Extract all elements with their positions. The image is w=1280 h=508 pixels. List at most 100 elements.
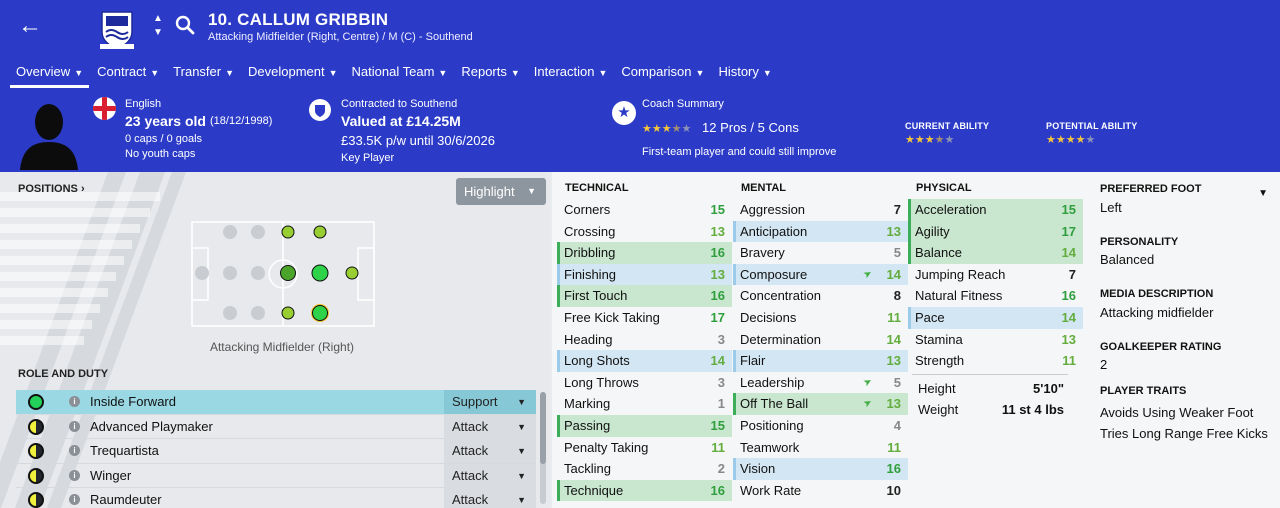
attribute-row-long-shots[interactable]: Long Shots 14 (557, 350, 732, 372)
attribute-row-anticipation[interactable]: Anticipation 13 (733, 220, 908, 243)
coach-description: First-team player and could still improv… (642, 146, 837, 158)
attribute-row-passing[interactable]: Passing 15 (557, 414, 732, 437)
player-header: ← ▲ ▼ 10. CALLUM GRIBBIN Attacking Midfi… (0, 0, 1280, 172)
goalkeeper-rating-label: GOALKEEPER RATING (1100, 341, 1222, 353)
technical-attributes: TECHNICAL Corners 15 Crossing 13 Dribbling 16… (557, 172, 732, 502)
attribute-row-jumping-reach[interactable]: Jumping Reach 7 (908, 264, 1083, 286)
attribute-row-stamina[interactable]: Stamina 13 (908, 329, 1083, 351)
role-row-advanced-playmaker[interactable]: i Advanced Playmaker Attack ▼ (16, 414, 536, 439)
attribute-value: 15 (710, 202, 725, 217)
attribute-row-crossing[interactable]: Crossing 13 (557, 221, 732, 243)
player-wage: £33.5K p/w until 30/6/2026 (341, 133, 495, 148)
duty-dropdown[interactable]: Attack ▼ (444, 439, 536, 463)
duty-dropdown[interactable]: Attack ▼ (444, 488, 536, 508)
attribute-row-penalty-taking[interactable]: Penalty Taking 11 (557, 437, 732, 459)
chevron-down-icon: ▼ (517, 495, 526, 505)
attribute-row-marking[interactable]: Marking 1 (557, 393, 732, 415)
tab-history[interactable]: History ▼ (718, 64, 772, 79)
role-row-trequartista[interactable]: i Trequartista Attack ▼ (16, 439, 536, 464)
player-nav-arrows[interactable]: ▲ ▼ (152, 12, 164, 42)
tab-reports[interactable]: Reports ▼ (461, 64, 520, 79)
attribute-row-determination[interactable]: Determination 14 (733, 329, 908, 351)
attribute-name: Teamwork (740, 439, 800, 455)
nationality: English (125, 98, 162, 110)
attribute-row-free-kick-taking[interactable]: Free Kick Taking 17 (557, 307, 732, 329)
attribute-row-teamwork[interactable]: Teamwork 11 (733, 437, 908, 459)
attribute-row-vision[interactable]: Vision 16 (733, 458, 908, 480)
role-row-winger[interactable]: i Winger Attack ▼ (16, 463, 536, 488)
attribute-row-acceleration[interactable]: Acceleration 15 (908, 199, 1083, 221)
attribute-row-natural-fitness[interactable]: Natural Fitness 16 (908, 285, 1083, 307)
highlight-dropdown[interactable]: Highlight ▼ (456, 178, 546, 205)
attribute-name: Passing (564, 417, 611, 433)
attribute-row-heading[interactable]: Heading 3 (557, 329, 732, 351)
player-trait: Tries Long Range Free Kicks (1100, 426, 1268, 441)
duty-dropdown[interactable]: Attack ▼ (444, 463, 536, 488)
tab-interaction[interactable]: Interaction ▼ (533, 64, 608, 79)
role-suitability-icon (28, 467, 44, 484)
search-icon[interactable] (174, 14, 196, 36)
attribute-row-off-the-ball[interactable]: Off The Ball ➤ 13 (733, 393, 908, 415)
attribute-row-first-touch[interactable]: First Touch 16 (557, 285, 732, 307)
player-age: 23 years old (125, 113, 206, 129)
duty-dropdown[interactable]: Attack ▼ (444, 414, 536, 439)
attribute-value: 3 (717, 331, 725, 347)
player-details-panel: PREFERRED FOOT ▼ Left PERSONALITY Balanc… (1089, 172, 1280, 508)
attribute-row-positioning[interactable]: Positioning 4 (733, 415, 908, 437)
tab-development[interactable]: Development ▼ (248, 64, 338, 79)
info-icon[interactable]: i (69, 469, 80, 481)
tab-overview[interactable]: Overview ▼ (10, 58, 90, 88)
tab-comparison[interactable]: Comparison ▼ (621, 64, 705, 79)
back-arrow-icon[interactable]: ← (18, 12, 42, 39)
positions-link[interactable]: POSITIONS › (18, 183, 85, 195)
attribute-row-strength[interactable]: Strength 11 (908, 350, 1083, 372)
attribute-name: Heading (564, 331, 613, 347)
attribute-row-technique[interactable]: Technique 16 (557, 479, 732, 502)
tab-national-team[interactable]: National Team ▼ (351, 64, 448, 79)
attribute-row-balance[interactable]: Balance 14 (908, 242, 1083, 264)
scrollbar-thumb[interactable] (540, 392, 546, 464)
attribute-row-dribbling[interactable]: Dribbling 16 (557, 242, 732, 264)
attribute-row-corners[interactable]: Corners 15 (557, 199, 732, 221)
attribute-row-aggression[interactable]: Aggression 7 (733, 199, 908, 221)
role-duty-label: ROLE AND DUTY (18, 368, 109, 380)
role-name: Raumdeuter (90, 492, 162, 507)
info-icon[interactable]: i (69, 420, 80, 432)
attribute-row-bravery[interactable]: Bravery 5 (733, 242, 908, 264)
chevron-down-icon[interactable]: ▼ (1258, 188, 1268, 199)
attribute-row-composure[interactable]: Composure ➤ 14 (733, 263, 908, 286)
attribute-row-decisions[interactable]: Decisions 11 (733, 307, 908, 329)
info-icon[interactable]: i (69, 445, 80, 456)
chevron-up-icon[interactable]: ▲ (153, 13, 163, 24)
squad-status: Key Player (341, 152, 395, 164)
attribute-value: 11 (887, 309, 901, 325)
attribute-row-agility[interactable]: Agility 17 (908, 220, 1083, 243)
attribute-value: 7 (1068, 266, 1076, 282)
preferred-foot-label: PREFERRED FOOT (1100, 183, 1202, 195)
tab-transfer[interactable]: Transfer ▼ (173, 64, 235, 79)
profile-tabs: Overview ▼ Contract ▼ Transfer ▼ Developmen… (10, 58, 780, 88)
info-icon[interactable]: i (69, 494, 80, 505)
duty-dropdown[interactable]: Support ▼ (444, 390, 536, 414)
attribute-row-long-throws[interactable]: Long Throws 3 (557, 372, 732, 394)
attribute-row-flair[interactable]: Flair 13 (733, 350, 908, 372)
role-row-raumdeuter[interactable]: i Raumdeuter Attack ▼ (16, 488, 536, 508)
trend-up-icon: ➤ (861, 267, 875, 282)
attribute-row-tackling[interactable]: Tackling 2 (557, 458, 732, 480)
chevron-down-icon: ▼ (517, 397, 526, 407)
info-icon[interactable]: i (69, 396, 80, 407)
role-row-inside-forward[interactable]: i Inside Forward Support ▼ (16, 390, 536, 415)
attribute-value: 4 (893, 417, 901, 433)
attribute-row-leadership[interactable]: Leadership ➤ 5 (733, 372, 908, 394)
chevron-down-icon[interactable]: ▼ (153, 27, 163, 38)
tab-contract[interactable]: Contract ▼ (97, 64, 160, 79)
attribute-row-pace[interactable]: Pace 14 (908, 306, 1083, 329)
attribute-value: 5 (893, 245, 901, 261)
chevron-down-icon: ▼ (328, 68, 338, 78)
role-list-scrollbar[interactable] (540, 392, 546, 504)
attribute-row-concentration[interactable]: Concentration 8 (733, 285, 908, 307)
potential-ability-stars: ★★★★★ (1046, 134, 1096, 146)
attribute-row-finishing[interactable]: Finishing 13 (557, 263, 732, 286)
attribute-row-work-rate[interactable]: Work Rate 10 (733, 480, 908, 502)
role-suitability-icon (28, 394, 44, 410)
